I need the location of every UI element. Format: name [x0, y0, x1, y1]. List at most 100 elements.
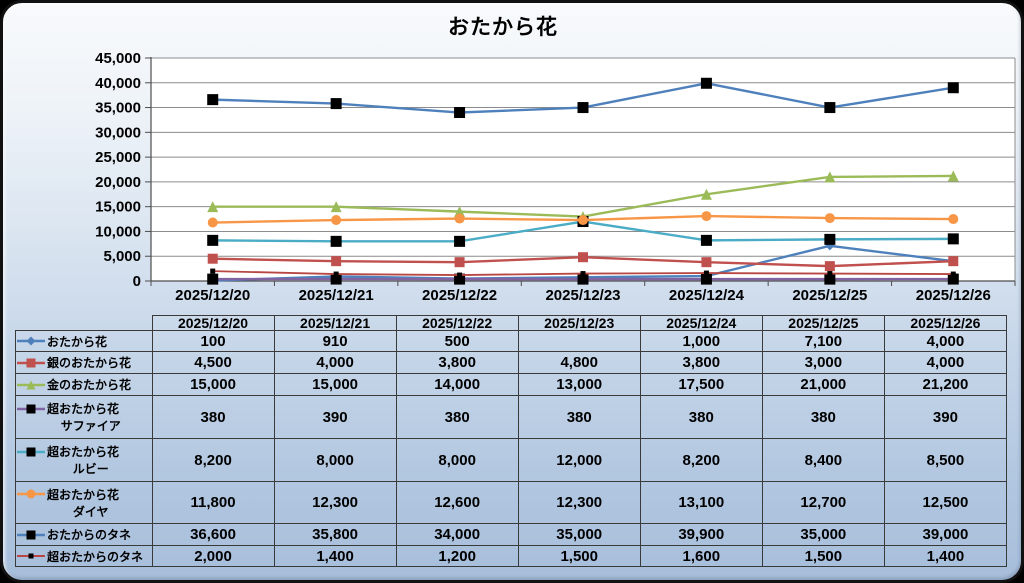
series-6-circle-marker-icon [701, 211, 712, 222]
series-name: 超おたから花 [47, 402, 120, 416]
series-3-legend-icon [17, 380, 45, 389]
series-5-square-marker-icon [454, 235, 466, 247]
price-value-cell: 910 [273, 330, 397, 352]
price-value-cell: 500 [395, 330, 519, 352]
price-value-cell: 1,200 [395, 545, 519, 567]
price-value-cell: 35,000 [761, 523, 885, 546]
price-value-cell: 21,000 [761, 373, 885, 396]
price-value-cell: 13,100 [639, 481, 763, 524]
price-value-cell: 4,000 [273, 351, 397, 374]
price-value-cell: 35,000 [517, 523, 641, 546]
y-axis-tick-label: 30,000 [95, 124, 141, 141]
series-3-triangle-marker-icon [700, 188, 712, 200]
price-value-cell: 1,400 [273, 545, 397, 567]
series-6-legend-icon [17, 489, 45, 499]
legend-series-6-circle-marker-icon [26, 489, 36, 499]
price-value-cell: 12,000 [517, 438, 641, 482]
price-value-cell: 390 [273, 395, 397, 439]
series-label-cell: おたからのタネ [15, 523, 153, 546]
series-name-line2: ルビー [72, 462, 109, 476]
series-label-cell: 金のおたから花 [15, 373, 153, 396]
x-axis-tick-label: 2025/12/26 [916, 287, 991, 304]
table-series-row: 超おたから花 ダイヤ 11,800 12,300 12,600 12,300 13,100 1… [15, 481, 1008, 524]
series-label-cell: おたから花 [15, 330, 153, 352]
price-value-cell: 4,500 [151, 351, 275, 374]
y-axis-tick-label: 0 [133, 273, 141, 290]
plot-area [151, 58, 1015, 281]
price-value-cell: 8,400 [761, 438, 885, 482]
series-4-square-marker-icon [577, 273, 589, 285]
series-2-square-marker-icon [331, 256, 342, 267]
price-value-cell: 21,200 [883, 373, 1008, 396]
series-5-square-marker-icon [330, 235, 342, 247]
series-1-legend-icon [17, 336, 45, 346]
price-value-cell: 15,000 [151, 373, 275, 396]
series-7-square-marker-icon [824, 102, 836, 114]
series-label-cell: 銀のおたから花 [15, 351, 153, 374]
series-2-square-marker-icon [948, 256, 959, 267]
series-3-triangle-marker-icon [330, 201, 342, 213]
table-series-row: おたからのタネ 36,600 35,800 34,000 35,000 39,900 35,… [15, 523, 1008, 546]
price-value-cell: 380 [517, 395, 641, 439]
table-date-header: 2025/12/20 [151, 315, 275, 331]
series-name: 超おたから花 [47, 487, 120, 502]
table-series-row: 超おたからのタネ 2,000 1,400 1,200 1,500 1,600 1,500 1,… [15, 545, 1008, 567]
price-value-cell: 35,800 [273, 523, 397, 546]
series-name: 金のおたから花 [47, 378, 132, 392]
price-value-cell: 12,300 [517, 481, 641, 524]
series-label-cell: 超おたから花ダイヤ [15, 481, 153, 524]
price-value-cell: 39,000 [883, 523, 1008, 546]
x-axis-tick-label: 2025/12/23 [545, 287, 620, 304]
series-2-square-marker-icon [207, 253, 218, 264]
price-value-cell: 34,000 [395, 523, 519, 546]
price-value-cell [517, 330, 641, 352]
series-3-triangle-marker-icon [947, 170, 959, 182]
x-axis-tick-label: 2025/12/22 [422, 287, 497, 304]
y-axis-tick-label: 25,000 [95, 149, 141, 166]
series-name-line2: ダイヤ [72, 504, 109, 519]
table-series-row: 銀のおたから花 4,500 4,000 3,800 4,800 3,800 3,000 4,0… [15, 351, 1008, 374]
legend-series-4-square-marker-icon [26, 404, 36, 413]
series-8-square-marker-icon [333, 271, 339, 277]
price-value-cell: 380 [761, 395, 885, 439]
series-8-square-marker-icon [580, 271, 586, 277]
series-6-circle-marker-icon [824, 213, 835, 224]
series-8-legend-icon [17, 553, 45, 559]
series-7-square-marker-icon [454, 107, 466, 119]
table-corner-cell [16, 316, 153, 331]
table-series-row: 金のおたから花 15,000 15,000 14,000 13,000 17,500 21,… [15, 373, 1008, 396]
series-3-triangle-marker-icon [454, 206, 466, 218]
price-value-cell: 1,000 [639, 330, 763, 352]
price-value-cell: 3,800 [395, 351, 519, 374]
legend-series-2-square-marker-icon [26, 358, 36, 367]
series-4-square-marker-icon [824, 273, 836, 285]
table-header-row: 2025/12/20 2025/12/21 2025/12/22 2025/12/23… [16, 315, 1008, 331]
price-value-cell: 39,900 [639, 523, 763, 546]
price-value-cell: 1,600 [639, 545, 763, 567]
y-axis-tick-label: 10,000 [95, 223, 141, 240]
series-6-circle-marker-icon [331, 215, 342, 226]
table-date-header: 2025/12/26 [883, 315, 1008, 331]
price-value-cell: 8,500 [883, 438, 1008, 482]
series-2-square-marker-icon [824, 261, 835, 272]
series-6-circle-marker-icon [454, 213, 465, 224]
series-name: 超おたからのタネ [47, 549, 144, 564]
table-date-header: 2025/12/24 [639, 315, 763, 331]
x-axis-tick-label: 2025/12/25 [792, 287, 867, 304]
series-6-circle-marker-icon [578, 215, 588, 226]
price-value-cell: 380 [639, 395, 763, 439]
y-axis-tick-label: 5,000 [103, 248, 141, 265]
series-4-square-marker-icon [700, 273, 712, 285]
price-value-cell: 8,000 [395, 438, 519, 482]
table-date-header: 2025/12/22 [395, 315, 519, 331]
chart-svg: 0 5,000 10,000 15,000 20,000 25,000 30,000 35,0… [95, 50, 1016, 304]
series-5-square-marker-icon [207, 234, 219, 246]
series-7-square-marker-icon [330, 98, 342, 110]
price-value-cell: 1,400 [883, 545, 1008, 567]
y-axis-tick-label: 15,000 [95, 199, 141, 216]
series-7-legend-icon [17, 530, 45, 539]
series-label-cell: 超おたから花 サファイア [15, 395, 153, 439]
price-value-cell: 13,000 [517, 373, 641, 396]
series-4-square-marker-icon [330, 273, 342, 285]
